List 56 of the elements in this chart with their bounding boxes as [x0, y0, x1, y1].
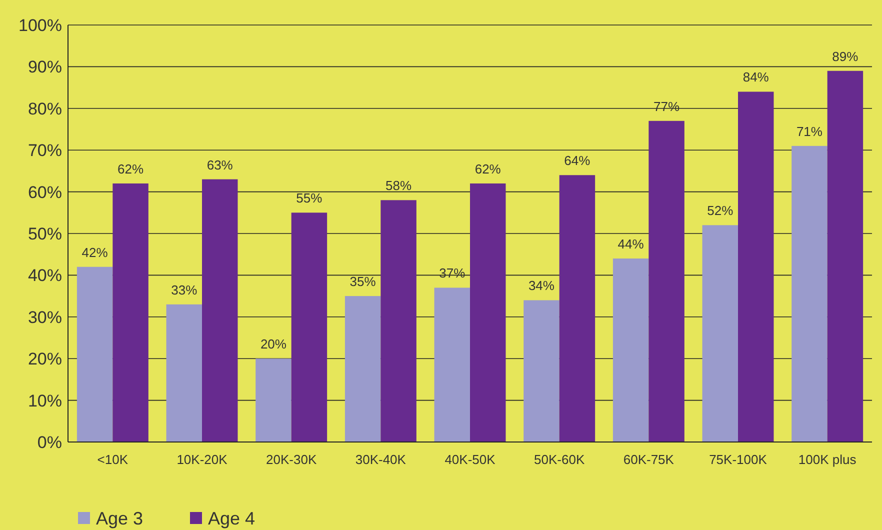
- x-tick-label: <10K: [97, 452, 128, 467]
- x-tick-label: 60K-75K: [623, 452, 674, 467]
- y-tick-label: 70%: [28, 141, 62, 160]
- data-label: 42%: [82, 244, 108, 260]
- bar: [344, 296, 381, 442]
- legend-label: Age 3: [96, 508, 144, 528]
- data-label: 34%: [528, 278, 555, 294]
- bar: [792, 146, 828, 442]
- y-tick-label: 80%: [28, 99, 62, 118]
- data-label: 84%: [742, 70, 770, 85]
- data-label: 20%: [260, 336, 287, 352]
- y-tick-label: 90%: [28, 58, 62, 77]
- y-tick-label: 60%: [28, 182, 62, 202]
- bar: [380, 200, 416, 442]
- legend-label: Age 4: [208, 508, 256, 528]
- bar: [202, 179, 238, 442]
- x-tick-label: 30K-40K: [355, 452, 406, 467]
- data-label: 52%: [707, 203, 734, 218]
- data-label: 63%: [206, 157, 234, 172]
- y-tick-label: 0%: [37, 432, 62, 452]
- bar: [738, 92, 774, 442]
- x-tick-label: 40K-50K: [444, 452, 496, 467]
- data-label: 89%: [832, 48, 859, 64]
- x-tick-label: 100K plus: [798, 452, 857, 467]
- x-tick-label: 75K-100K: [709, 452, 768, 467]
- bar: [612, 258, 649, 442]
- data-label: 55%: [296, 190, 323, 206]
- data-label: 44%: [618, 236, 644, 252]
- bar: [256, 358, 292, 442]
- data-label: 33%: [171, 282, 198, 298]
- bar: [112, 183, 148, 442]
- bar: [166, 304, 202, 442]
- bar: [648, 120, 684, 442]
- bar: [559, 175, 596, 442]
- y-tick-label: 10%: [28, 391, 62, 410]
- bar: [76, 266, 113, 442]
- bar: [827, 70, 864, 442]
- x-tick-label: 10K-20K: [176, 452, 228, 467]
- bar: [434, 288, 470, 442]
- bar: [702, 225, 738, 442]
- y-tick-label: 50%: [28, 224, 62, 244]
- data-label: 62%: [474, 161, 502, 176]
- data-label: 71%: [796, 124, 823, 139]
- data-label: 64%: [564, 153, 591, 168]
- y-tick-label: 30%: [28, 308, 62, 327]
- bar: [524, 300, 560, 442]
- y-tick-label: 20%: [28, 350, 62, 369]
- bar: [291, 212, 328, 442]
- y-tick-label: 100%: [18, 16, 62, 35]
- y-tick-label: 40%: [28, 266, 62, 286]
- data-label: 62%: [118, 161, 144, 176]
- x-tick-label: 50K-60K: [534, 452, 585, 467]
- data-label: 35%: [350, 274, 376, 290]
- x-tick-label: 20K-30K: [266, 452, 317, 467]
- bar: [470, 183, 506, 442]
- data-label: 58%: [386, 178, 412, 194]
